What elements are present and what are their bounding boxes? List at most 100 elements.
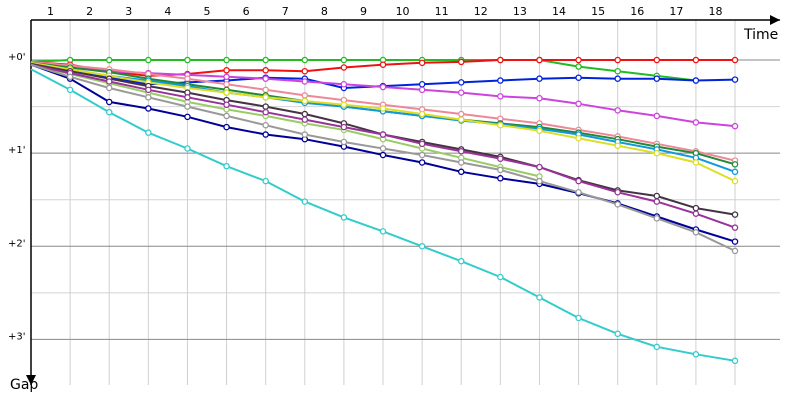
point	[184, 94, 191, 101]
point	[497, 56, 504, 64]
point	[575, 177, 582, 185]
point	[301, 92, 309, 99]
point	[731, 238, 739, 245]
point	[223, 123, 230, 131]
point	[575, 100, 582, 108]
point	[614, 201, 621, 208]
point	[145, 56, 152, 64]
point	[614, 330, 621, 338]
point	[418, 59, 426, 67]
point	[340, 80, 348, 88]
point	[418, 243, 426, 250]
point	[731, 161, 739, 168]
point	[653, 343, 661, 351]
point	[145, 86, 152, 94]
point	[145, 105, 152, 112]
point	[262, 56, 269, 64]
point	[340, 64, 348, 71]
point	[66, 73, 74, 81]
x-axis-label: Time	[743, 27, 778, 43]
point	[301, 56, 309, 64]
point	[301, 110, 309, 118]
point	[66, 86, 74, 94]
point	[223, 56, 230, 64]
point	[653, 192, 661, 200]
y-axis-label: Gap	[10, 377, 38, 393]
point	[379, 131, 387, 138]
x-tick-label: 5	[204, 5, 211, 18]
point	[262, 67, 269, 74]
x-tick-label: 16	[630, 5, 644, 18]
x-tick-label: 2	[86, 5, 93, 18]
point	[692, 159, 700, 166]
point	[105, 108, 113, 116]
point	[223, 162, 230, 170]
point	[457, 79, 465, 86]
point	[497, 93, 504, 100]
point	[223, 67, 230, 74]
point	[223, 89, 230, 96]
point	[536, 163, 543, 171]
point	[262, 108, 269, 116]
point	[262, 121, 269, 129]
point	[614, 142, 621, 149]
x-tick-label: 14	[552, 5, 566, 18]
y-axis-arrow	[26, 375, 36, 385]
point	[223, 73, 230, 81]
point	[692, 351, 700, 358]
y-tick-label: +2'	[8, 238, 26, 249]
point	[418, 140, 426, 148]
x-tick-label: 13	[513, 5, 527, 18]
point	[575, 314, 582, 322]
point	[692, 204, 700, 212]
x-tick-label: 12	[474, 5, 488, 18]
point	[457, 58, 465, 66]
point	[731, 56, 739, 64]
point	[731, 177, 739, 185]
point	[731, 168, 739, 176]
point	[497, 121, 504, 129]
point	[379, 151, 387, 159]
point	[105, 56, 113, 64]
point	[653, 198, 661, 205]
point	[536, 127, 543, 135]
point	[262, 103, 269, 110]
point	[379, 228, 387, 235]
point	[692, 210, 700, 217]
point	[731, 122, 739, 130]
x-tick-label: 6	[243, 5, 250, 18]
point	[340, 56, 348, 64]
y-tick-label: +0'	[8, 52, 26, 63]
x-tick-label: 18	[708, 5, 722, 18]
point	[184, 56, 191, 64]
point	[301, 78, 309, 85]
point	[692, 56, 700, 64]
point	[418, 110, 426, 118]
point	[536, 177, 543, 185]
point	[731, 357, 739, 365]
point	[457, 148, 465, 155]
point	[575, 63, 582, 70]
point	[418, 80, 426, 88]
point	[614, 107, 621, 114]
point	[614, 75, 621, 82]
x-tick-label: 4	[164, 5, 171, 18]
point	[653, 215, 661, 222]
point	[301, 116, 309, 123]
point	[379, 83, 387, 91]
point	[653, 75, 661, 82]
point	[497, 155, 504, 162]
point	[457, 89, 465, 96]
point	[301, 67, 309, 75]
y-tick-label: +1'	[8, 145, 26, 156]
point	[614, 189, 621, 196]
point	[575, 74, 582, 81]
point	[301, 131, 309, 138]
point	[184, 103, 191, 110]
point	[497, 175, 504, 182]
point	[340, 214, 348, 221]
point	[145, 94, 152, 101]
x-tick-label: 7	[282, 5, 289, 18]
point	[653, 56, 661, 64]
